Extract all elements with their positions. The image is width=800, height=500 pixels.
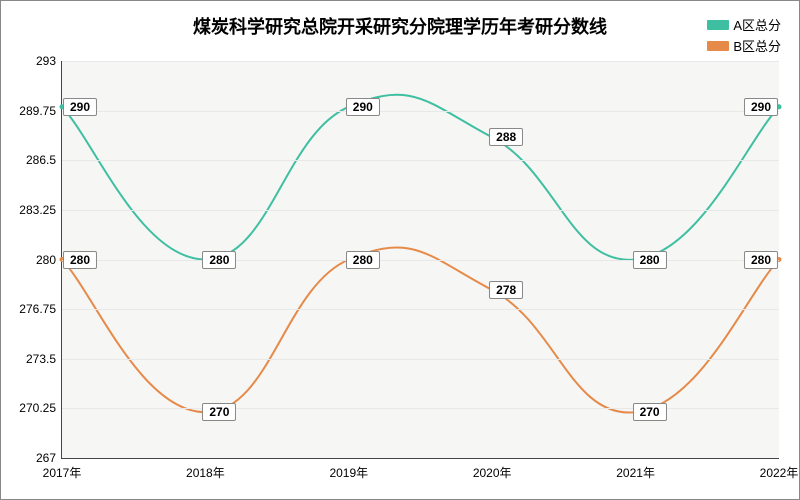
legend-swatch-a (707, 20, 729, 30)
data-label: 280 (346, 251, 380, 269)
gridline (62, 260, 779, 261)
data-label: 290 (346, 98, 380, 116)
series-line (62, 95, 779, 260)
ytick-label: 267 (36, 451, 56, 465)
data-label: 280 (63, 251, 97, 269)
legend-swatch-b (707, 41, 729, 51)
gridline (62, 61, 779, 62)
data-label: 290 (744, 98, 778, 116)
xtick-label: 2019年 (329, 464, 368, 481)
ytick-label: 283.25 (19, 203, 56, 217)
gridline (62, 111, 779, 112)
data-label: 290 (63, 98, 97, 116)
series-line (62, 247, 779, 412)
chart-title: 煤炭科学研究总院开采研究分院理学历年考研分数线 (1, 13, 799, 39)
ytick-label: 270.25 (19, 401, 56, 415)
data-label: 288 (489, 128, 523, 146)
xtick-label: 2018年 (186, 464, 225, 481)
legend-item-a: A区总分 (707, 15, 781, 34)
ytick-label: 276.75 (19, 302, 56, 316)
xtick-label: 2021年 (616, 464, 655, 481)
gridline (62, 408, 779, 409)
xtick-label: 2017年 (43, 464, 82, 481)
data-label: 270 (633, 403, 667, 421)
gridline (62, 210, 779, 211)
chart-container: 煤炭科学研究总院开采研究分院理学历年考研分数线 A区总分 B区总分 267270… (0, 0, 800, 500)
data-label: 280 (202, 251, 236, 269)
data-label: 280 (744, 251, 778, 269)
gridline (62, 160, 779, 161)
data-label: 270 (202, 403, 236, 421)
xtick-label: 2020年 (473, 464, 512, 481)
gridline (62, 309, 779, 310)
legend-label-b: B区总分 (733, 36, 781, 55)
gridline (62, 359, 779, 360)
ytick-label: 286.5 (26, 153, 56, 167)
legend-label-a: A区总分 (733, 15, 781, 34)
legend: A区总分 B区总分 (707, 15, 781, 57)
ytick-label: 289.75 (19, 104, 56, 118)
data-label: 280 (633, 251, 667, 269)
ytick-label: 273.5 (26, 352, 56, 366)
data-label: 278 (489, 281, 523, 299)
ytick-label: 293 (36, 54, 56, 68)
plot-area: 267270.25273.5276.75280283.25286.5289.75… (61, 61, 779, 459)
xtick-label: 2022年 (760, 464, 799, 481)
ytick-label: 280 (36, 253, 56, 267)
legend-item-b: B区总分 (707, 36, 781, 55)
